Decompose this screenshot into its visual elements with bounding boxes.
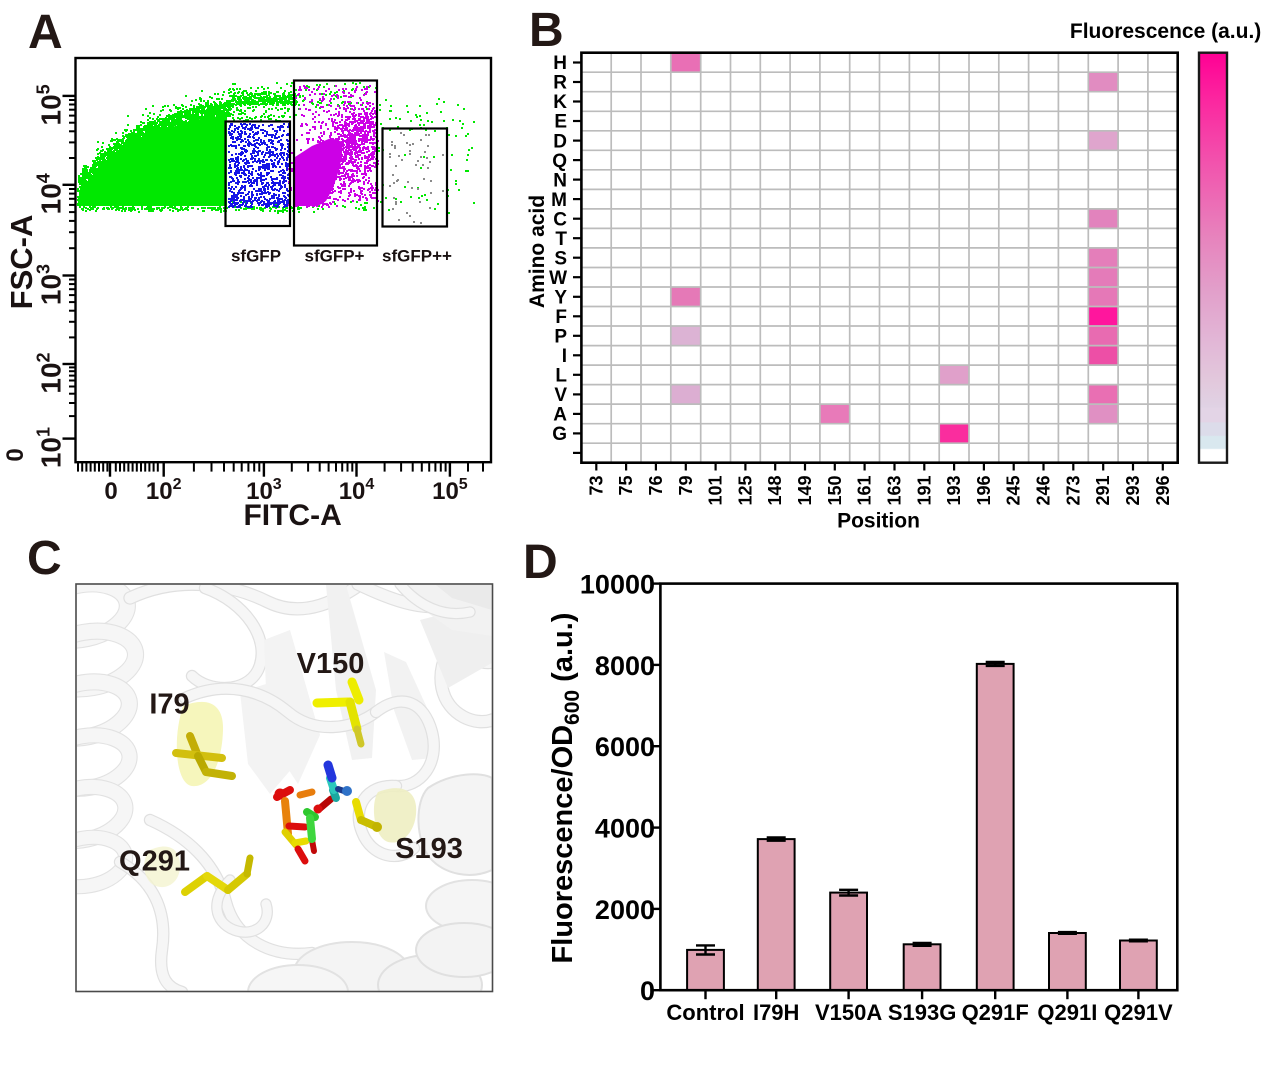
svg-text:Q291V: Q291V (1104, 1000, 1173, 1025)
svg-text:L: L (555, 366, 567, 387)
svg-text:76: 76 (646, 476, 666, 496)
svg-text:G: G (552, 424, 567, 445)
svg-text:Q291F: Q291F (962, 1000, 1029, 1025)
svg-text:R: R (553, 73, 567, 94)
svg-text:A: A (28, 6, 63, 59)
svg-text:S: S (554, 248, 567, 269)
svg-text:I79H: I79H (753, 1000, 799, 1025)
svg-text:T: T (555, 229, 567, 250)
svg-text:Q: Q (552, 151, 567, 172)
svg-text:273: 273 (1063, 476, 1083, 506)
svg-text:102: 102 (146, 476, 182, 505)
svg-text:193: 193 (944, 476, 964, 506)
svg-text:293: 293 (1123, 476, 1143, 506)
svg-text:6000: 6000 (595, 732, 655, 762)
svg-text:sfGFP+: sfGFP+ (305, 247, 365, 266)
svg-text:191: 191 (914, 476, 934, 506)
svg-text:S193: S193 (395, 833, 463, 865)
svg-text:I: I (562, 346, 567, 367)
svg-text:I79: I79 (149, 689, 189, 721)
svg-text:M: M (551, 190, 567, 211)
svg-text:246: 246 (1034, 476, 1054, 506)
svg-text:FITC-A: FITC-A (243, 499, 341, 532)
svg-text:163: 163 (885, 476, 905, 506)
svg-text:75: 75 (616, 476, 636, 496)
svg-text:149: 149 (795, 476, 815, 506)
svg-text:148: 148 (765, 476, 785, 506)
svg-text:N: N (553, 170, 567, 191)
svg-text:Fluorescence (a.u.): Fluorescence (a.u.) (1070, 20, 1261, 43)
svg-text:D: D (553, 131, 567, 152)
svg-text:S193G: S193G (888, 1000, 957, 1025)
svg-text:K: K (553, 92, 567, 113)
svg-text:D: D (523, 536, 558, 589)
svg-text:161: 161 (855, 476, 875, 506)
svg-text:10000: 10000 (580, 570, 655, 600)
svg-text:FSC-A: FSC-A (4, 215, 39, 310)
svg-text:V: V (554, 385, 567, 406)
svg-text:E: E (554, 112, 567, 133)
svg-text:245: 245 (1004, 476, 1024, 506)
svg-text:C: C (27, 532, 62, 585)
svg-text:8000: 8000 (595, 651, 655, 681)
svg-text:Control: Control (666, 1000, 744, 1025)
svg-text:101: 101 (706, 476, 726, 506)
svg-text:H: H (553, 53, 567, 74)
svg-text:P: P (554, 327, 567, 348)
svg-text:Amino acid: Amino acid (526, 195, 549, 308)
svg-text:0: 0 (104, 478, 117, 505)
svg-text:Fluorescence/OD600 (a.u.): Fluorescence/OD600 (a.u.) (547, 613, 584, 964)
svg-text:291: 291 (1093, 476, 1113, 506)
svg-text:296: 296 (1153, 476, 1173, 506)
svg-text:C: C (553, 209, 567, 230)
svg-text:Q291I: Q291I (1037, 1000, 1097, 1025)
svg-text:A: A (553, 405, 567, 426)
svg-text:4000: 4000 (595, 814, 655, 844)
svg-text:V150: V150 (297, 648, 365, 680)
svg-text:Q291: Q291 (119, 846, 190, 878)
svg-text:V150A: V150A (815, 1000, 882, 1025)
svg-text:F: F (555, 307, 567, 328)
svg-text:125: 125 (735, 476, 755, 506)
svg-text:Y: Y (554, 287, 567, 308)
svg-text:0: 0 (2, 448, 29, 461)
svg-text:W: W (549, 268, 567, 289)
svg-text:2000: 2000 (595, 895, 655, 925)
svg-text:sfGFP++: sfGFP++ (382, 247, 452, 266)
svg-text:150: 150 (825, 476, 845, 506)
svg-text:73: 73 (586, 476, 606, 496)
svg-text:B: B (529, 4, 564, 57)
svg-text:79: 79 (676, 476, 696, 496)
svg-text:0: 0 (640, 976, 655, 1006)
svg-text:Position: Position (837, 510, 920, 533)
svg-text:sfGFP: sfGFP (231, 247, 281, 266)
svg-text:196: 196 (974, 476, 994, 506)
